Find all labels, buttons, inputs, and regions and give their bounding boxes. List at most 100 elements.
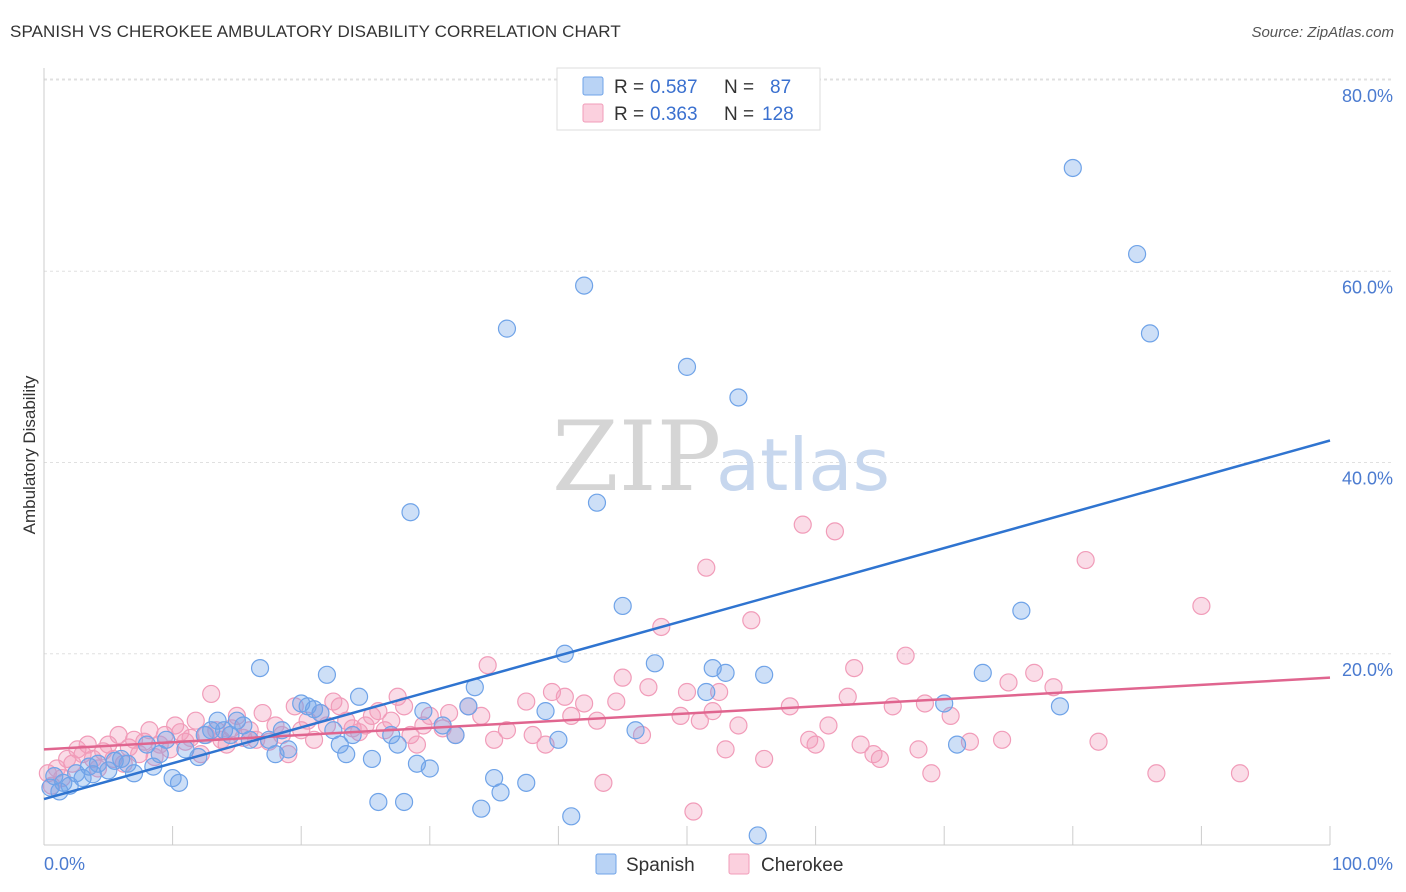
cherokee-point [819, 716, 838, 735]
spanish-point [1140, 324, 1160, 343]
spanish-point [169, 773, 189, 792]
spanish-point [202, 721, 221, 740]
spanish-point [446, 725, 465, 745]
spanish-point [973, 663, 992, 682]
spanish-point [517, 773, 536, 792]
spanish-point [414, 702, 433, 721]
spanish-point [157, 730, 176, 749]
cherokee-point [485, 730, 504, 749]
cherokee-point [356, 716, 375, 735]
cherokee-point [555, 687, 574, 706]
cherokee-point [838, 687, 857, 706]
spanish-point [716, 663, 735, 682]
cherokee-point [710, 682, 729, 702]
spanish-point [947, 735, 967, 754]
cherokee-point [1044, 678, 1063, 697]
legend-swatch-cherokee [582, 103, 604, 123]
cherokee-point [1192, 596, 1211, 616]
cherokee-point [587, 711, 607, 730]
cherokee-point [523, 725, 542, 745]
y-tick-label: 60.0% [1342, 277, 1393, 297]
cherokee-point [1230, 764, 1250, 783]
cherokee-point [78, 735, 97, 754]
cherokee-point [742, 611, 761, 630]
cherokee-point [639, 678, 658, 697]
bottom-legend: Spanish Cherokee [595, 853, 843, 876]
cherokee-point [1025, 663, 1044, 682]
spanish-point [459, 697, 478, 716]
spanish-point [587, 493, 607, 512]
cherokee-point [755, 749, 774, 769]
legend-cherokee-r-label: R = [614, 104, 644, 125]
legend-spanish-r-value: 0.587 [650, 77, 698, 98]
cherokee-point [999, 673, 1018, 692]
cherokee-point [227, 706, 246, 726]
spanish-point [472, 799, 491, 818]
cherokee-point [497, 721, 517, 740]
cherokee-point [825, 522, 844, 541]
spanish-point [118, 754, 137, 773]
cherokee-point [684, 802, 703, 821]
cherokee-point [992, 730, 1012, 749]
spanish-point [1050, 697, 1070, 716]
source-label: Source: ZipAtlas.com [1251, 24, 1394, 41]
spanish-point [562, 807, 581, 826]
spanish-point [536, 702, 555, 721]
cherokee-point [677, 682, 697, 702]
cherokee-point [279, 745, 298, 764]
x-tick-label-min: 0.0% [44, 854, 85, 874]
cherokee-point [915, 694, 935, 713]
cherokee-point [562, 706, 581, 726]
cherokee-point [851, 735, 870, 754]
spanish-point [349, 687, 369, 706]
cherokee-point [845, 658, 864, 678]
cherokee-point [896, 646, 915, 665]
spanish-point [388, 735, 407, 754]
cherokee-point [922, 764, 941, 783]
cherokee-point [478, 656, 497, 675]
spanish-point [1063, 158, 1082, 178]
spanish-point [613, 596, 632, 616]
spanish-point [250, 658, 270, 678]
bottom-legend-spanish: Spanish [626, 855, 695, 876]
cherokee-point [909, 740, 928, 759]
spanish-point [362, 749, 382, 769]
x-tick-labels: 0.0% 100.0% [44, 854, 1393, 874]
legend-swatch-spanish [582, 76, 604, 96]
spanish-point [311, 703, 330, 723]
cherokee-points [38, 515, 1250, 821]
spanish-point [626, 721, 645, 740]
cherokee-point [401, 725, 420, 745]
y-tick-label: 80.0% [1342, 86, 1393, 106]
y-tick-labels: 20.0% 40.0% 60.0% 80.0% [1342, 86, 1393, 680]
legend-spanish-n-label: N = [724, 77, 754, 98]
cherokee-point [135, 732, 154, 751]
spanish-point [394, 792, 414, 812]
cherokee-point [575, 694, 594, 713]
y-tick-label: 20.0% [1342, 660, 1393, 680]
spanish-point [83, 765, 102, 784]
chart-title: SPANISH VS CHEROKEE AMBULATORY DISABILIT… [10, 22, 621, 41]
spanish-point [755, 665, 774, 684]
cherokee-point [607, 692, 626, 711]
cherokee-point [1147, 764, 1166, 783]
spanish-point [645, 654, 664, 673]
spanish-point [549, 730, 568, 749]
spanish-point [369, 792, 388, 812]
spanish-trend-line [43, 439, 1331, 801]
cherokee-point [729, 716, 748, 735]
bottom-legend-cherokee: Cherokee [761, 855, 843, 876]
spanish-point [401, 503, 420, 522]
spanish-point [208, 711, 227, 730]
grid-lines [44, 78, 1392, 655]
cherokee-trend-line [43, 676, 1331, 751]
cherokee-point [160, 740, 180, 759]
spanish-point [935, 694, 954, 713]
cherokee-point [806, 735, 825, 754]
legend-spanish-r-label: R = [614, 77, 644, 98]
legend-cherokee-r-value: 0.363 [650, 104, 698, 125]
legend-spanish-n-value: 87 [770, 77, 791, 98]
spanish-point [330, 735, 349, 754]
bottom-legend-swatch-spanish [595, 853, 617, 875]
spanish-point [575, 276, 594, 295]
